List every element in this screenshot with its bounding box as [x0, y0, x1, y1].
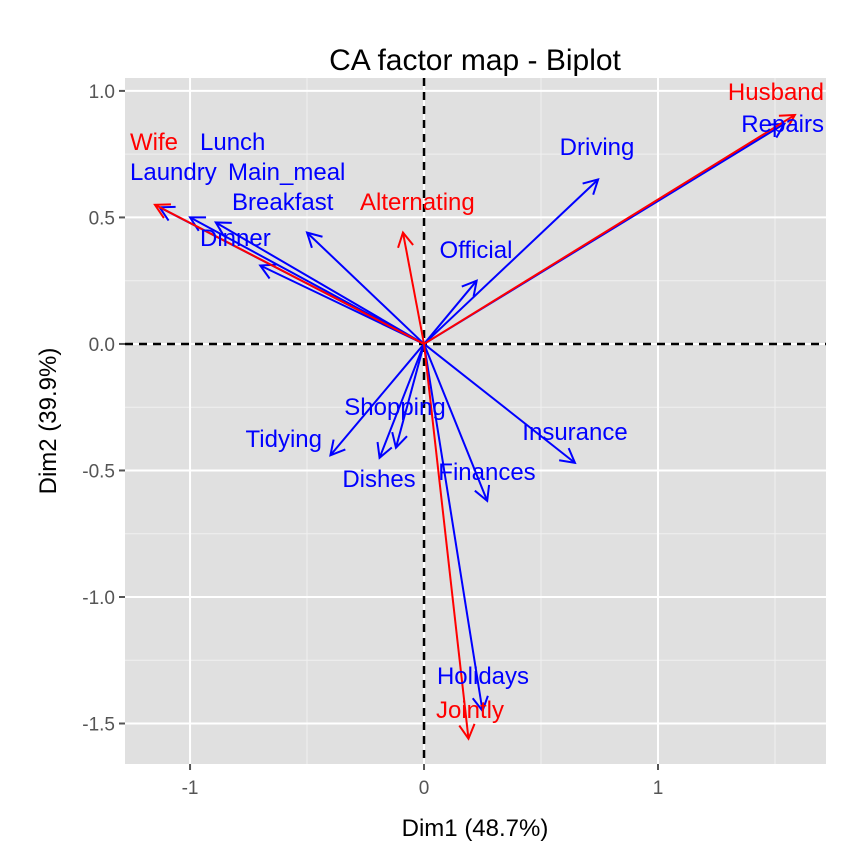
origin-lines — [125, 78, 826, 764]
x-tick-label: 0 — [419, 778, 430, 799]
arrow-holidays — [423, 343, 489, 713]
x-axis-ticks: -1 0 1 — [182, 764, 664, 799]
arrow-dishes — [376, 343, 425, 460]
point-label: Finances — [438, 459, 535, 486]
point-labels: Laundry Main_meal Lunch Breakfast Dinner Tidy… — [130, 79, 824, 724]
y-tick-label: 0.5 — [89, 208, 115, 229]
arrow-main_meal — [213, 221, 425, 345]
chart-title: CA factor map - Biplot — [329, 44, 621, 77]
point-label: Repairs — [741, 111, 824, 138]
point-label: Driving — [560, 134, 635, 161]
point-label: Laundry — [130, 159, 217, 186]
y-tick-label: 0.0 — [89, 335, 115, 356]
arrow-driving — [423, 178, 600, 345]
arrow-official — [423, 279, 479, 345]
point-label: Tidying — [246, 426, 322, 453]
point-label: Husband — [728, 79, 824, 106]
arrow-tidying — [329, 343, 425, 457]
plot-panel — [125, 78, 826, 764]
y-tick-label: -1.0 — [82, 588, 115, 609]
x-tick-label: -1 — [182, 778, 199, 799]
arrow-finances — [423, 343, 491, 503]
arrows — [153, 113, 797, 741]
point-label: Lunch — [200, 129, 265, 156]
arrow-shopping — [391, 343, 425, 450]
arrow-insurance — [423, 343, 577, 465]
x-axis-title: Dim1 (48.7%) — [402, 815, 549, 842]
arrow-wife — [153, 203, 425, 345]
y-tick-label: -1.5 — [82, 715, 115, 736]
arrow-breakfast — [305, 231, 425, 345]
point-label: Dishes — [342, 466, 415, 493]
point-label: Wife — [130, 129, 178, 156]
point-label: Insurance — [522, 419, 627, 446]
point-label: Jointly — [436, 697, 504, 724]
arrow-jointly — [423, 343, 476, 741]
point-label: Breakfast — [232, 189, 334, 216]
point-label: Alternating — [360, 189, 475, 216]
y-tick-label: 1.0 — [89, 82, 115, 103]
y-axis-ticks: 1.0 0.5 0.0 -0.5 -1.0 -1.5 — [82, 82, 125, 736]
point-label: Main_meal — [228, 159, 345, 186]
arrow-alternating — [397, 230, 426, 345]
y-tick-label: -0.5 — [82, 461, 115, 482]
y-axis-title: Dim2 (39.9%) — [35, 348, 62, 495]
point-label: Shopping — [344, 394, 445, 421]
x-tick-label: 1 — [653, 778, 664, 799]
point-label: Official — [440, 237, 513, 264]
point-label: Holidays — [437, 663, 529, 690]
arrow-husband — [423, 113, 797, 345]
point-label: Dinner — [200, 225, 271, 252]
